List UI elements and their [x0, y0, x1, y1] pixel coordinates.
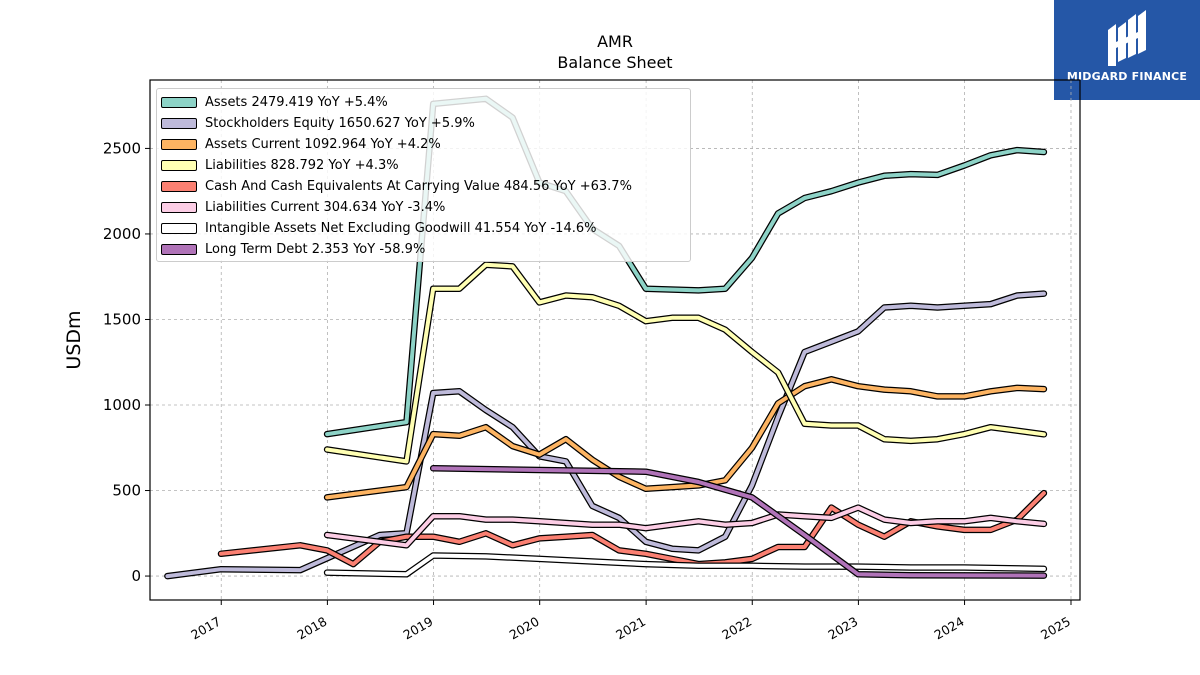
y-axis-label: USDm — [63, 310, 85, 369]
legend-item: Liabilities Current 304.634 YoY -3.4% — [161, 197, 690, 218]
legend-label: Liabilities Current 304.634 YoY -3.4% — [205, 200, 446, 215]
series-line-5 — [325, 505, 1046, 548]
legend-swatch — [161, 202, 197, 213]
series-line-7 — [431, 466, 1046, 578]
y-tick-label: 1000 — [103, 396, 141, 414]
legend-label: Stockholders Equity 1650.627 YoY +5.9% — [205, 116, 475, 131]
legend-label: Intangible Assets Net Excluding Goodwill… — [205, 221, 597, 236]
legend-label: Assets Current 1092.964 YoY +4.2% — [205, 137, 441, 152]
series-outline-1 — [164, 290, 1048, 580]
y-tick-label: 500 — [112, 482, 141, 500]
legend-swatch — [161, 118, 197, 129]
legend-label: Liabilities 828.792 YoY +4.3% — [205, 158, 399, 173]
plot-frame — [149, 79, 1081, 601]
series-line-1 — [165, 291, 1046, 579]
x-tick-label: 2022 — [719, 614, 754, 643]
legend-label: Cash And Cash Equivalents At Carrying Va… — [205, 179, 632, 194]
x-tick-label: 2024 — [932, 614, 967, 643]
legend-item: Stockholders Equity 1650.627 YoY +5.9% — [161, 113, 690, 134]
brand-logo: MIDGARD FINANCE — [1054, 0, 1200, 100]
series-line-6 — [325, 553, 1046, 577]
legend-label: Assets 2479.419 YoY +5.4% — [205, 95, 388, 110]
x-tick-label: 2021 — [613, 614, 648, 643]
x-tick-label: 2019 — [401, 614, 436, 643]
legend-swatch — [161, 223, 197, 234]
legend-label: Long Term Debt 2.353 YoY -58.9% — [205, 242, 426, 257]
x-tick-label: 2020 — [507, 614, 542, 643]
y-tick-label: 2500 — [103, 139, 141, 157]
chart-subtitle: Balance Sheet — [557, 53, 673, 72]
chart-legend: Assets 2479.419 YoY +5.4% Stockholders Eq… — [156, 88, 691, 262]
chart-title: AMR — [597, 32, 633, 51]
legend-swatch — [161, 160, 197, 171]
legend-swatch — [161, 97, 197, 108]
legend-item: Liabilities 828.792 YoY +4.3% — [161, 155, 690, 176]
legend-swatch — [161, 244, 197, 255]
legend-item: Intangible Assets Net Excluding Goodwill… — [161, 218, 690, 239]
legend-item: Long Term Debt 2.353 YoY -58.9% — [161, 239, 690, 260]
legend-item: Assets Current 1092.964 YoY +4.2% — [161, 134, 690, 155]
y-tick-label: 0 — [131, 567, 141, 585]
x-tick-label: 2018 — [294, 614, 329, 643]
y-tick-label: 1500 — [103, 310, 141, 328]
x-tick-label: 2023 — [825, 614, 860, 643]
legend-swatch — [161, 181, 197, 192]
legend-item: Assets 2479.419 YoY +5.4% — [161, 92, 690, 113]
midgard-logo-icon — [1108, 10, 1146, 66]
x-tick-label: 2025 — [1038, 614, 1073, 643]
series-line-3 — [325, 262, 1046, 464]
brand-name: MIDGARD FINANCE — [1066, 70, 1188, 83]
legend-item: Cash And Cash Equivalents At Carrying Va… — [161, 176, 690, 197]
y-tick-label: 2000 — [103, 225, 141, 243]
legend-swatch — [161, 139, 197, 150]
x-tick-label: 2017 — [188, 614, 223, 643]
